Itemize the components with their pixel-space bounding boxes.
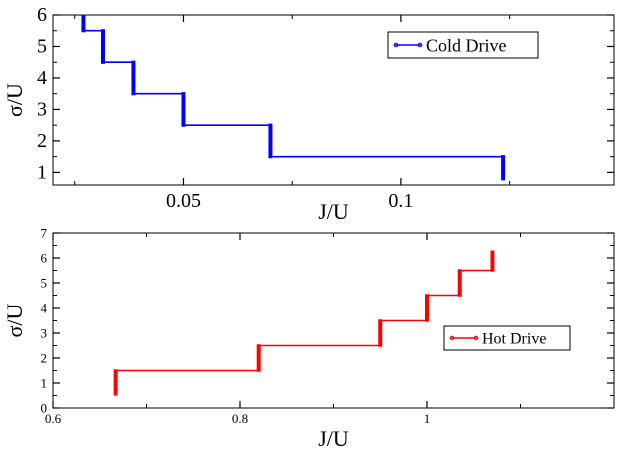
y-tick-label: 3 — [37, 98, 47, 120]
y-tick-label: 6 — [37, 4, 47, 26]
x-tick-label: 0.8 — [232, 411, 248, 426]
plot-frame — [52, 14, 615, 186]
y-tick-label: 2 — [41, 351, 48, 366]
legend-label: Hot Drive — [482, 331, 546, 348]
y-tick-label: 7 — [41, 226, 48, 241]
y-tick-label: 1 — [37, 161, 47, 183]
legend-marker — [393, 42, 399, 48]
y-tick-label: 6 — [41, 251, 48, 266]
y-tick-label: 0 — [41, 401, 48, 416]
x-tick-label: 1 — [424, 411, 431, 426]
legend-marker — [473, 335, 479, 341]
x-axis-label: J/U — [318, 199, 349, 224]
y-tick-label: 2 — [37, 130, 47, 152]
y-axis-label: σ/U — [2, 83, 27, 117]
plot-frame — [52, 232, 615, 409]
legend-label: Cold Drive — [426, 35, 507, 55]
x-tick-label: 0.6 — [45, 411, 62, 426]
x-tick-label: 0.05 — [166, 190, 201, 212]
y-tick-label: 1 — [41, 376, 48, 391]
x-tick-label: 0.1 — [388, 190, 413, 212]
cold-drive-panel: 0.05 0.1 1 2 3 4 5 6 J/U σ/U Cold Drive — [2, 4, 615, 224]
y-axis-label: σ/U — [2, 303, 27, 337]
y-tick-label: 4 — [37, 67, 47, 89]
hot-drive-panel: 0.6 0.8 1 0 1 2 3 4 5 6 7 J/U σ/U Hot Drive — [2, 226, 615, 449]
y-tick-label: 5 — [41, 276, 48, 291]
series-line — [82, 15, 504, 181]
y-tick-label: 4 — [41, 301, 48, 316]
y-tick-label: 3 — [41, 326, 48, 341]
series-line — [114, 250, 494, 396]
legend-marker — [449, 335, 455, 341]
y-tick-label: 5 — [37, 35, 47, 57]
x-axis-label: J/U — [318, 426, 349, 449]
legend-marker — [417, 42, 423, 48]
